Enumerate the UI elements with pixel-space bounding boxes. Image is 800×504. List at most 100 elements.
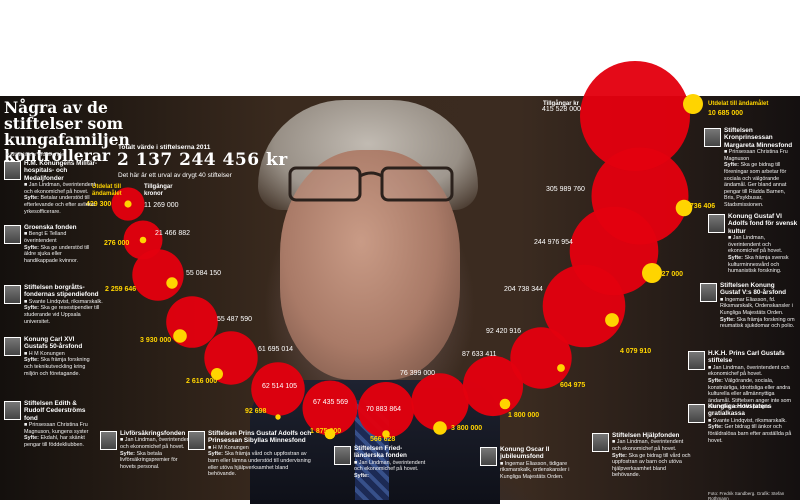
capital-value: 204 738 344 [504,286,543,293]
foundation-block: Stiftelsen borgråtts-fondernas stipendie… [24,284,104,325]
foundation-purpose: Syfte: Ska främja vård och uppfostran av… [208,451,311,478]
foundation-title: Groenska fonden [24,224,77,231]
chairman-portrait [4,401,21,420]
foundation-purpose: Syfte: Ska ge bidrag till vård och uppfo… [612,452,691,479]
chairman-portrait [4,285,21,304]
foundation-title: Kungliga Hovstatens gratialkassa [708,403,772,418]
foundation-chairman: ■ Jan Lindman, överintendent och ekonomi… [120,437,192,450]
chairman-portrait [188,431,205,450]
foundation-chairman: ■ Jan Lindman, överintendent och ekonomi… [728,235,783,255]
payout-dot [275,414,281,420]
payout-dot [382,430,390,438]
payout-dot [675,199,693,217]
capital-bubble [580,61,690,171]
capital-bubble [510,327,572,389]
foundation-purpose: Syfte: Ger bidrag till änkor och föräldr… [708,424,792,444]
capital-value: 11 269 000 [144,202,179,209]
capital-value: 61 695 014 [258,346,294,353]
payout-value: 429 300 [86,201,112,208]
foundation-chairman: ■ Prinsessan Christina Fru Magnuson, kun… [24,422,89,435]
chairman-portrait [708,214,725,233]
chairman-legend: = Stiftelsens ordförande [6,152,65,158]
photo-credit: Foto: Fredrik Sandberg. Grafik: Stefan R… [708,491,785,501]
capital-value: 55 487 590 [217,316,253,323]
payout-value: 1 875 000 [310,428,342,435]
capital-bubble [251,362,305,416]
capital-value: 76 399 000 [400,370,436,377]
chairman-portrait [480,447,497,466]
foundation-chairman: ■ Prinsessan Christina Fru Magnuson [724,149,788,162]
capital-value: 21 466 882 [155,230,191,237]
payout-value: 1 800 000 [508,412,540,419]
chairman-portrait [688,351,705,370]
total-note: Det här är ett urval av drygt 40 stiftel… [118,172,232,179]
payout-label-main: Utdelat till ändamålet [708,101,769,107]
foundation-block: Stiftelsen Konung Gustaf V:s 80-årsfond ■… [720,282,796,330]
foundation-chairman: ■ Jan Lindman, överintendent och ekonomi… [354,459,426,473]
foundation-chairman: ■ H M Konungen [208,444,249,451]
foundation-block: Stiftelsen Fried-länderska fonden ■ Jan L… [354,445,428,480]
foundation-title: Konung Oscar II jubileumsfond [500,446,550,461]
foundation-block: Stiftelsen Edith & Rudolf Cederströms fo… [24,400,96,449]
chairman-portrait [334,446,351,465]
foundation-purpose: Syfte: Ska främja forskning om reumatisk… [720,316,795,330]
capital-value: 244 976 954 [534,239,573,246]
headline: Några av de stiftelser som kungafamiljen… [4,98,130,165]
foundation-block: Stiftelsen Kronprinsessan Margareta Minn… [724,127,796,209]
capital-label-main: Tillgångar kr [543,101,579,107]
payout-dot [324,428,336,440]
capital-value: 305 989 760 [546,186,585,193]
capital-value: 70 883 864 [366,406,402,413]
foundation-purpose: Syfte: [354,473,369,479]
foundation-block: Stiftelsen Prins Gustaf Adolfs och Prins… [208,430,312,478]
foundation-title: Stiftelsen Prins Gustaf Adolfs och Prins… [208,430,312,445]
chairman-portrait [700,283,717,302]
foundation-chairman: ■ Jan Lindman, överintendent och ekonomi… [708,364,790,378]
foundation-block: Kungliga Hovstatens gratialkassa ■ Svante… [708,403,796,444]
foundation-purpose: Syfte: Ska betala livförsäkringspremier … [120,450,178,470]
foundation-title: Stiftelsen Konung Gustaf V:s 80-årsfond [720,282,787,297]
portrait-glasses [288,166,454,202]
foundation-purpose: Syfte: Ekdahl, har skänkt pengar till fö… [24,435,85,448]
payout-dot [124,200,132,208]
capital-value: 55 084 150 [186,270,222,277]
payout-value: 10 685 000 [708,110,744,117]
payout-dot [557,364,565,372]
foundation-chairman: ■ Jan Lindman, överintendent och ekonomi… [612,439,684,452]
foundation-chairman: ■ Ingemar Eliasson, tidigare riksmarskal… [500,460,570,480]
payout-dot [173,329,187,343]
payout-dot [139,236,147,244]
foundation-chairman: ■ Bengt E Telland överintendent [24,231,67,244]
foundation-title: Stiftelsen Hjälpfonden [612,432,680,439]
capital-bubble [132,249,184,301]
capital-bubble [591,147,689,245]
foundation-title: Stiftelsen borgråtts-fondernas stipendie… [24,284,99,299]
portrait-face [280,150,460,380]
total-label: Totalt värde i stiftelserna 2011 [118,144,211,151]
foundation-block: Livförsäkringsfonden ■ Jan Lindman, överi… [120,430,192,470]
payout-value: 2 259 646 [105,286,137,293]
payout-value: 10 727 000 [648,271,684,278]
capital-value: 92 420 916 [486,328,522,335]
foundation-title: Stiftelsen Fried-länderska fonden [354,445,407,460]
foundation-title: H.K.H. Prins Carl Gustafs stiftelse [708,350,785,365]
foundation-block: H.M. Konungens Militär-hospitals- och Me… [24,160,104,215]
foundation-purpose: Syfte: Ska ge bidrag till föreningar som… [724,162,787,208]
foundation-block: Konung Carl XVI Gustafs 50-årsfond ■ H M … [24,336,96,377]
foundation-block: Groenska fonden ■ Bengt E Telland överint… [24,224,96,264]
foundation-purpose: Syfte: Ska främja forskning och teknikut… [24,357,90,377]
foundation-block: Konung Oscar II jubileumsfond ■ Ingemar E… [500,446,574,481]
capital-header: Tillgängar kronor [144,184,173,197]
payout-dot [166,277,178,289]
capital-value: 87 633 411 [462,351,497,358]
capital-bubble [358,382,414,438]
chairman-portrait [100,431,117,450]
payout-value: 566 628 [370,436,396,443]
foundation-block: H.K.H. Prins Carl Gustafs stiftelse ■ Jan… [708,350,796,411]
foundation-chairman: ■ Svante Lindqvist, riksmarskalk. [24,298,103,305]
foundation-title: Stiftelsen Kronprinsessan Margareta Minn… [724,127,793,149]
payout-value: 276 000 [104,240,130,247]
payout-value: 4 079 910 [620,348,652,355]
